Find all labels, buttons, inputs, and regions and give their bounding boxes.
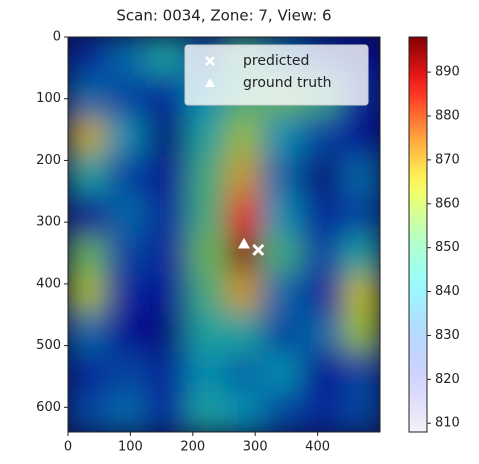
heat-cell — [107, 156, 147, 196]
heat-cell — [341, 393, 381, 433]
heat-cell — [263, 393, 303, 433]
heat-cell — [185, 274, 225, 314]
y-tick-label: 400 — [36, 276, 61, 291]
heat-cell — [107, 314, 147, 354]
heat-cell — [263, 156, 303, 196]
heat-cell — [302, 314, 342, 354]
heat-cell — [146, 274, 186, 314]
heat-cell — [185, 195, 225, 235]
heat-cell — [302, 195, 342, 235]
heat-cell — [146, 314, 186, 354]
heat-cell — [185, 393, 225, 433]
heat-cell — [224, 353, 264, 393]
colorbar-tick-label: 840 — [435, 284, 460, 299]
heat-cell — [341, 156, 381, 196]
y-tick-label: 600 — [36, 400, 61, 415]
heat-cell — [68, 195, 108, 235]
heat-cell — [302, 116, 342, 156]
y-tick-label: 100 — [36, 91, 61, 106]
heat-cell — [146, 116, 186, 156]
heat-cell — [107, 195, 147, 235]
heat-cell — [185, 235, 225, 275]
heat-cell — [146, 77, 186, 117]
heat-cell — [68, 235, 108, 275]
heat-cell — [185, 353, 225, 393]
heat-cell — [302, 156, 342, 196]
heat-cell — [224, 393, 264, 433]
colorbar-tick-label: 830 — [435, 328, 460, 343]
x-tick-label: 0 — [64, 440, 72, 455]
colorbar-tick-label: 850 — [435, 240, 460, 255]
heat-cell — [302, 274, 342, 314]
colorbar — [409, 37, 427, 432]
heat-cell — [263, 314, 303, 354]
colorbar-tick-label: 890 — [435, 65, 460, 80]
heat-cell — [341, 235, 381, 275]
legend-label: predicted — [243, 53, 309, 69]
heat-cell — [263, 274, 303, 314]
colorbar-tick-label: 880 — [435, 109, 460, 124]
heat-cell — [185, 314, 225, 354]
heat-cell — [107, 37, 147, 77]
y-tick-label: 500 — [36, 338, 61, 353]
legend-label: ground truth — [243, 75, 331, 91]
heat-cell — [341, 195, 381, 235]
heat-cell — [68, 77, 108, 117]
heat-cell — [107, 116, 147, 156]
heat-cell — [224, 274, 264, 314]
heat-cell — [146, 195, 186, 235]
heat-cell — [341, 274, 381, 314]
heat-cell — [263, 195, 303, 235]
heat-cell — [341, 116, 381, 156]
x-tick-label: 300 — [243, 440, 268, 455]
heat-cell — [107, 77, 147, 117]
heat-cell — [302, 353, 342, 393]
chart: Scan: 0034, Zone: 7, View: 6 0 100 200 300 4… — [0, 0, 479, 464]
heat-cell — [146, 353, 186, 393]
colorbar-tick-label: 820 — [435, 372, 460, 387]
heat-cell — [68, 314, 108, 354]
heat-cell — [224, 195, 264, 235]
y-tick-label: 300 — [36, 215, 61, 230]
heat-cell — [146, 235, 186, 275]
heat-cell — [185, 156, 225, 196]
heat-cell — [68, 156, 108, 196]
heat-cell — [224, 314, 264, 354]
heat-cell — [263, 116, 303, 156]
heat-cell — [107, 393, 147, 433]
x-tick-label: 200 — [180, 440, 205, 455]
colorbar-tick-label: 860 — [435, 196, 460, 211]
heat-cell — [341, 353, 381, 393]
colorbar-tick-label: 870 — [435, 152, 460, 167]
heat-cell — [107, 353, 147, 393]
heat-cell — [146, 393, 186, 433]
y-tick-label: 200 — [36, 153, 61, 168]
heat-cell — [68, 353, 108, 393]
heat-cell — [302, 235, 342, 275]
heat-cell — [263, 235, 303, 275]
heat-cell — [224, 116, 264, 156]
heat-cell — [302, 393, 342, 433]
y-tick-label: 0 — [53, 30, 61, 45]
heat-cell — [68, 274, 108, 314]
heat-cell — [224, 156, 264, 196]
heat-cell — [68, 393, 108, 433]
heat-cell — [146, 37, 186, 77]
heat-cell — [68, 37, 108, 77]
x-tick-label: 400 — [305, 440, 330, 455]
heat-cell — [68, 116, 108, 156]
heat-cell — [146, 156, 186, 196]
heat-cell — [107, 274, 147, 314]
heat-cell — [107, 235, 147, 275]
heat-cell — [185, 116, 225, 156]
colorbar-tick-label: 810 — [435, 416, 460, 431]
heat-cell — [341, 314, 381, 354]
heat-cell — [263, 353, 303, 393]
x-tick-label: 100 — [118, 440, 143, 455]
chart-title: Scan: 0034, Zone: 7, View: 6 — [116, 7, 331, 25]
